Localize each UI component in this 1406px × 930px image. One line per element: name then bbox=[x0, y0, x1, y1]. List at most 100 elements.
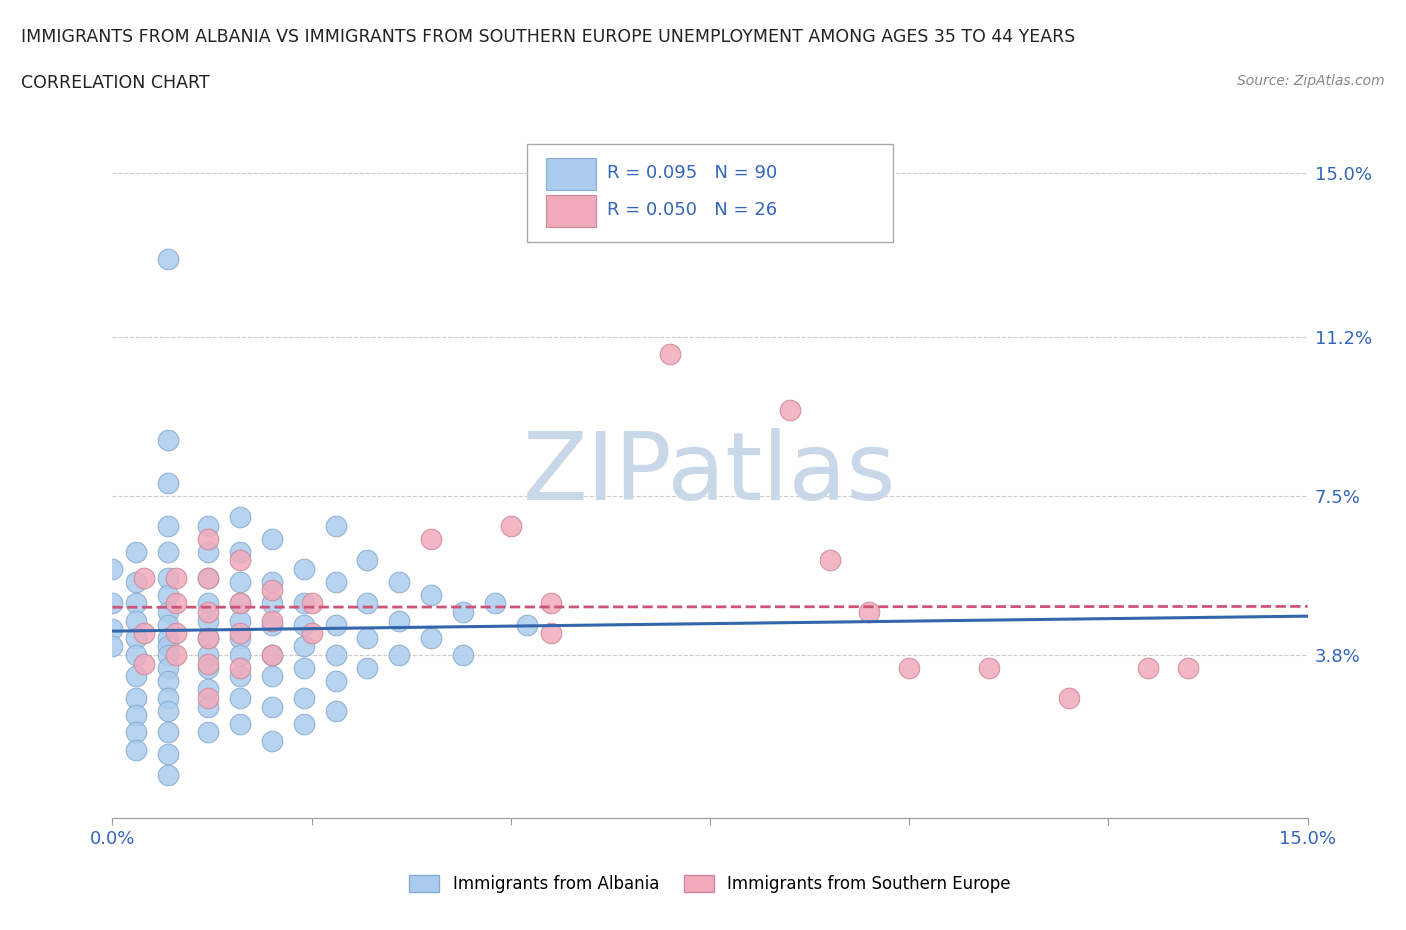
Point bbox=[125, 708, 148, 723]
Point bbox=[125, 690, 148, 706]
Point bbox=[818, 552, 841, 567]
Point bbox=[157, 519, 180, 534]
Point bbox=[292, 660, 315, 675]
Text: Source: ZipAtlas.com: Source: ZipAtlas.com bbox=[1237, 74, 1385, 88]
Point bbox=[197, 660, 219, 675]
Point bbox=[197, 544, 219, 559]
Point bbox=[292, 562, 315, 577]
Point bbox=[134, 626, 156, 641]
Text: R = 0.050   N = 26: R = 0.050 N = 26 bbox=[607, 201, 778, 219]
Point bbox=[197, 631, 219, 645]
Point bbox=[229, 510, 252, 525]
Point bbox=[229, 626, 252, 641]
Point bbox=[301, 596, 323, 611]
Point bbox=[157, 631, 180, 645]
Point bbox=[325, 618, 347, 632]
Point bbox=[157, 747, 180, 762]
Point bbox=[197, 657, 219, 671]
Point bbox=[197, 596, 219, 611]
Point bbox=[260, 575, 283, 590]
Point bbox=[260, 613, 283, 628]
Point bbox=[292, 639, 315, 654]
Point bbox=[356, 552, 378, 567]
Point bbox=[325, 519, 347, 534]
Point bbox=[197, 699, 219, 714]
Point bbox=[325, 575, 347, 590]
Point bbox=[659, 347, 682, 362]
Point bbox=[157, 604, 180, 619]
Point bbox=[125, 742, 148, 757]
Point bbox=[157, 703, 180, 718]
Point bbox=[125, 669, 148, 684]
Point bbox=[420, 631, 443, 645]
Point bbox=[157, 475, 180, 490]
Point bbox=[197, 613, 219, 628]
Point bbox=[157, 432, 180, 447]
Point bbox=[197, 647, 219, 662]
Point bbox=[292, 716, 315, 731]
Point bbox=[125, 647, 148, 662]
Point bbox=[197, 690, 219, 706]
Point bbox=[197, 570, 219, 585]
Point bbox=[125, 596, 148, 611]
Point bbox=[229, 613, 252, 628]
Point bbox=[516, 618, 538, 632]
Point bbox=[125, 575, 148, 590]
Point bbox=[101, 562, 124, 577]
Point bbox=[157, 660, 180, 675]
Point bbox=[388, 575, 411, 590]
Point bbox=[229, 575, 252, 590]
Point bbox=[898, 660, 921, 675]
Point bbox=[197, 531, 219, 546]
Point bbox=[165, 626, 187, 641]
Point bbox=[260, 647, 283, 662]
Point bbox=[157, 588, 180, 603]
Point bbox=[540, 626, 562, 641]
Point bbox=[157, 570, 180, 585]
Point bbox=[157, 690, 180, 706]
Legend: Immigrants from Albania, Immigrants from Southern Europe: Immigrants from Albania, Immigrants from… bbox=[402, 868, 1018, 899]
Point bbox=[229, 690, 252, 706]
Point bbox=[356, 596, 378, 611]
Point bbox=[125, 613, 148, 628]
Point bbox=[325, 647, 347, 662]
Point bbox=[858, 604, 880, 619]
Point bbox=[229, 552, 252, 567]
Point bbox=[125, 631, 148, 645]
Point bbox=[157, 618, 180, 632]
Point bbox=[229, 544, 252, 559]
Point bbox=[356, 631, 378, 645]
Point bbox=[197, 519, 219, 534]
Text: ZIPatlas: ZIPatlas bbox=[523, 429, 897, 520]
Point bbox=[1137, 660, 1160, 675]
Point bbox=[157, 725, 180, 740]
Point bbox=[356, 660, 378, 675]
Point bbox=[229, 647, 252, 662]
Point bbox=[229, 660, 252, 675]
Point bbox=[101, 596, 124, 611]
Point bbox=[292, 690, 315, 706]
Point bbox=[1057, 690, 1080, 706]
Text: CORRELATION CHART: CORRELATION CHART bbox=[21, 74, 209, 92]
Point bbox=[388, 613, 411, 628]
Point bbox=[229, 596, 252, 611]
Point bbox=[420, 588, 443, 603]
Point bbox=[125, 544, 148, 559]
Point bbox=[197, 682, 219, 697]
Point bbox=[292, 618, 315, 632]
Point bbox=[260, 734, 283, 749]
Point bbox=[540, 596, 562, 611]
Point bbox=[165, 570, 187, 585]
Point bbox=[420, 531, 443, 546]
Point bbox=[197, 604, 219, 619]
Point bbox=[157, 647, 180, 662]
Point bbox=[260, 699, 283, 714]
Point bbox=[499, 519, 522, 534]
Point bbox=[260, 647, 283, 662]
Point bbox=[260, 596, 283, 611]
Point bbox=[388, 647, 411, 662]
Point bbox=[451, 604, 474, 619]
Point bbox=[165, 596, 187, 611]
Point bbox=[157, 768, 180, 783]
Point bbox=[325, 673, 347, 688]
